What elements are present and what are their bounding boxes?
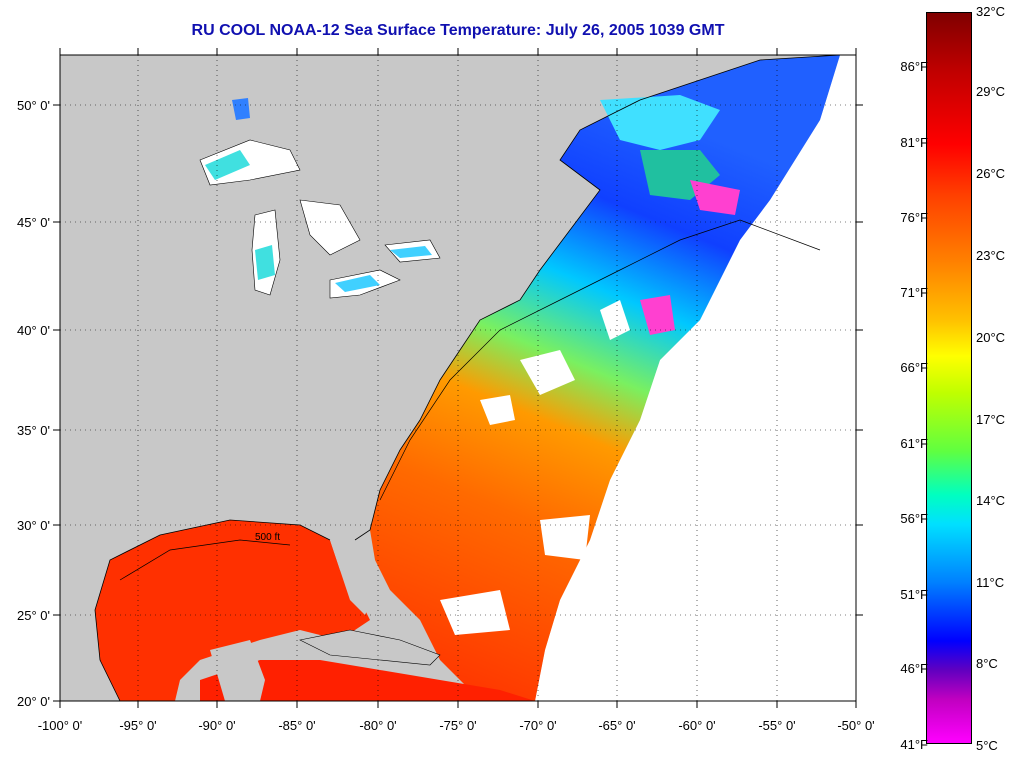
lon-label: -75° 0': [439, 718, 476, 733]
fahrenheit-label: 81°F: [900, 135, 928, 150]
contour-label: 500 ft: [255, 532, 280, 543]
east-coastline: [354, 54, 841, 541]
yucatan: [210, 640, 265, 701]
fahrenheit-label: 46°F: [900, 661, 928, 676]
lat-label: 20° 0': [17, 694, 50, 709]
temperature-colorbar: [926, 12, 972, 744]
celsius-label: 14°C: [976, 493, 1006, 508]
atlantic-sst: [370, 55, 840, 701]
lon-label: -100° 0': [38, 718, 83, 733]
gulf-coastline: [94, 519, 331, 702]
lon-label: -95° 0': [119, 718, 156, 733]
lon-label: -70° 0': [519, 718, 556, 733]
celsius-label: 8°C: [976, 656, 998, 671]
no-data-region: [535, 55, 856, 701]
cuba: [299, 629, 441, 666]
cloud-patch: [440, 590, 510, 635]
lon-label: -60° 0': [678, 718, 715, 733]
fahrenheit-label: 86°F: [900, 59, 928, 74]
lat-label: 25° 0': [17, 608, 50, 623]
lat-label: 40° 0': [17, 323, 50, 338]
lake-sst: [232, 98, 250, 120]
lake-sst: [205, 150, 250, 180]
lon-labels: -100° 0' -95° 0' -90° 0' -85° 0' -80° 0'…: [38, 718, 875, 733]
depth-contour: [119, 539, 291, 581]
lat-labels: 50° 0' 45° 0' 40° 0' 35° 0' 30° 0' 25° 0…: [17, 98, 50, 709]
lon-label: -80° 0': [359, 718, 396, 733]
map-ticks: [53, 48, 863, 708]
cloud-patch: [600, 300, 630, 340]
lat-label: 30° 0': [17, 518, 50, 533]
map-title: RU COOL NOAA-12 Sea Surface Temperature:…: [191, 22, 725, 39]
cold-sst: [690, 180, 740, 215]
fahrenheit-label: 61°F: [900, 436, 928, 451]
lat-label: 35° 0': [17, 423, 50, 438]
fahrenheit-label: 71°F: [900, 285, 928, 300]
fahrenheit-label: 51°F: [900, 587, 928, 602]
lon-label: -65° 0': [598, 718, 635, 733]
lake-sst: [255, 245, 275, 280]
cloud-patch: [540, 515, 590, 560]
caribbean-sst: [200, 660, 535, 701]
gulf-sst: [95, 520, 370, 701]
lat-label: 50° 0': [17, 98, 50, 113]
lake-sst: [335, 275, 380, 292]
florida: [330, 540, 372, 615]
celsius-label: 20°C: [976, 330, 1006, 345]
lake-huron: [299, 199, 361, 256]
lon-label: -90° 0': [198, 718, 235, 733]
fahrenheit-label: 66°F: [900, 360, 928, 375]
fahrenheit-label: 76°F: [900, 210, 928, 225]
lon-label: -50° 0': [837, 718, 874, 733]
celsius-label: 17°C: [976, 412, 1006, 427]
lake-sst: [390, 246, 432, 258]
lon-label: -85° 0': [278, 718, 315, 733]
cloud-patch: [480, 395, 515, 425]
depth-contour: [379, 219, 821, 501]
celsius-label: 32°C: [976, 4, 1006, 19]
fahrenheit-label: 41°F: [900, 737, 928, 752]
celsius-label: 5°C: [976, 738, 998, 753]
celsius-label: 23°C: [976, 248, 1006, 263]
celsius-label: 11°C: [976, 575, 1005, 590]
cold-sst: [640, 295, 675, 335]
lon-label: -55° 0': [758, 718, 795, 733]
celsius-label: 29°C: [976, 84, 1006, 99]
lat-label: 45° 0': [17, 215, 50, 230]
celsius-label: 26°C: [976, 166, 1006, 181]
fahrenheit-label: 56°F: [900, 511, 928, 526]
st-lawrence-sst: [600, 95, 720, 150]
cloud-patch: [520, 350, 575, 395]
